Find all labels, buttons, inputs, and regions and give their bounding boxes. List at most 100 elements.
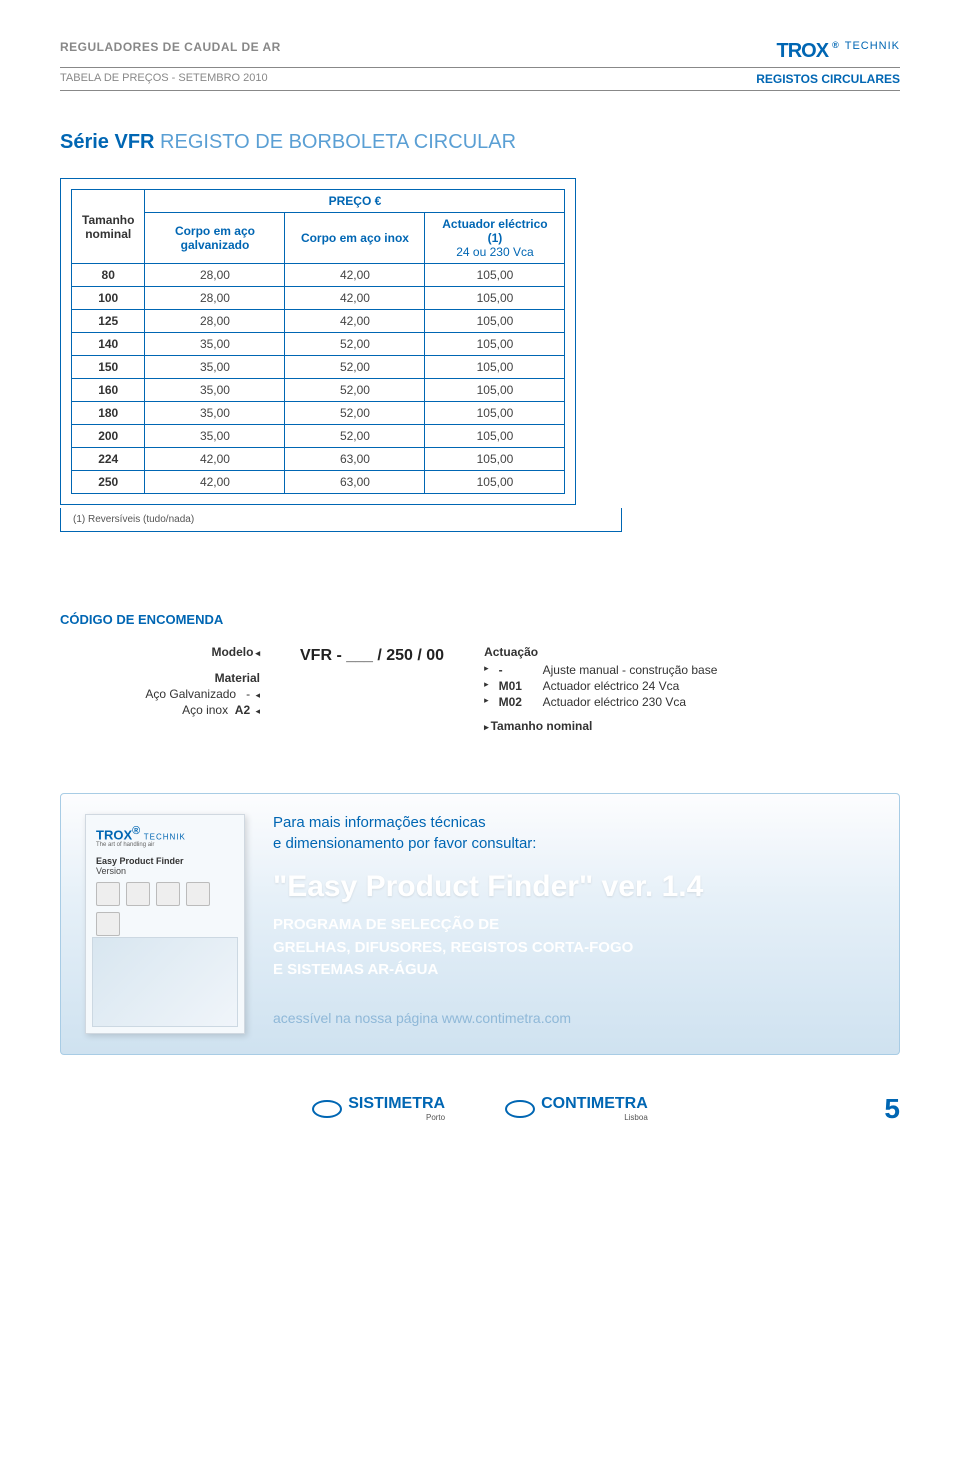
promo-card-brand: TROX® TECHNIK	[96, 825, 234, 842]
order-code-diagram: Modelo Material Aço Galvanizado - Aço in…	[60, 645, 900, 733]
cell-nominal: 125	[72, 310, 145, 333]
cell-actuator: 105,00	[425, 264, 565, 287]
cell-galv: 35,00	[145, 402, 285, 425]
table-row: 8028,0042,00105,00	[72, 264, 565, 287]
cell-inox: 42,00	[285, 310, 425, 333]
table-row: 18035,0052,00105,00	[72, 402, 565, 425]
material-galv: Aço Galvanizado -	[60, 687, 260, 701]
section-prefix: Série	[60, 131, 114, 153]
cell-nominal: 200	[72, 425, 145, 448]
page-number: 5	[884, 1093, 900, 1125]
col-inox: Corpo em aço inox	[285, 213, 425, 264]
table-footnote: (1) Reversíveis (tudo/nada)	[60, 508, 622, 532]
section-code: VFR	[114, 131, 154, 153]
promo-card-finder: Easy Product Finder	[96, 856, 234, 866]
cell-nominal: 224	[72, 448, 145, 471]
promo-intro-1: Para mais informações técnicas	[273, 814, 875, 831]
page-footer: SISTIMETRA Porto CONTIMETRA Lisboa 5	[60, 1085, 900, 1132]
col-galv: Corpo em aço galvanizado	[145, 213, 285, 264]
act-row-3: M02Actuador eléctrico 230 Vca	[484, 695, 804, 709]
price-table-wrap: Tamanho nominal PREÇO € Corpo em aço gal…	[60, 178, 576, 505]
cell-inox: 52,00	[285, 333, 425, 356]
swirl-icon	[312, 1100, 342, 1118]
footer-logo-2: CONTIMETRA Lisboa	[505, 1095, 648, 1122]
price-table: Tamanho nominal PREÇO € Corpo em aço gal…	[71, 189, 565, 494]
cell-nominal: 180	[72, 402, 145, 425]
cell-inox: 63,00	[285, 471, 425, 494]
cell-inox: 52,00	[285, 425, 425, 448]
cell-galv: 42,00	[145, 448, 285, 471]
promo-box: TROX® TECHNIK The art of handling air Ea…	[60, 793, 900, 1055]
col-actuator: Actuador eléctrico (1) 24 ou 230 Vca	[425, 213, 565, 264]
brand-registered: ®	[832, 40, 839, 50]
order-code-title: CÓDIGO DE ENCOMENDA	[60, 612, 900, 627]
page-header: REGULADORES DE CAUDAL DE AR TROX® TECHNI…	[60, 40, 900, 68]
promo-intro-2: e dimensionamento por favor consultar:	[273, 835, 875, 852]
cell-actuator: 105,00	[425, 402, 565, 425]
promo-sub: PROGRAMA DE SELECÇÃO DE GRELHAS, DIFUSOR…	[273, 914, 875, 982]
swirl-icon	[505, 1100, 535, 1118]
promo-link: acessível na nossa página www.contimetra…	[273, 1010, 875, 1026]
cell-nominal: 150	[72, 356, 145, 379]
col-nominal: Tamanho nominal	[72, 190, 145, 264]
cell-nominal: 160	[72, 379, 145, 402]
cell-galv: 35,00	[145, 356, 285, 379]
promo-card-version: Version	[96, 866, 234, 876]
cell-nominal: 140	[72, 333, 145, 356]
cell-actuator: 105,00	[425, 425, 565, 448]
table-row: 25042,0063,00105,00	[72, 471, 565, 494]
product-icon	[126, 882, 150, 906]
cell-galv: 35,00	[145, 425, 285, 448]
cell-inox: 52,00	[285, 379, 425, 402]
col-group: PREÇO €	[145, 190, 565, 213]
cell-inox: 42,00	[285, 287, 425, 310]
promo-card-art: The art of handling air	[96, 842, 234, 848]
order-center-code: VFR - ___ / 250 / 00	[300, 645, 444, 665]
brand-main: TROX	[777, 40, 829, 63]
footer-logo-1: SISTIMETRA Porto	[312, 1095, 445, 1122]
table-row: 20035,0052,00105,00	[72, 425, 565, 448]
material-inox: Aço inox A2	[60, 703, 260, 717]
cell-actuator: 105,00	[425, 471, 565, 494]
cell-nominal: 80	[72, 264, 145, 287]
product-icon	[156, 882, 180, 906]
table-row: 10028,0042,00105,00	[72, 287, 565, 310]
section-suffix: REGISTO DE BORBOLETA CIRCULAR	[154, 131, 516, 153]
table-row: 14035,0052,00105,00	[72, 333, 565, 356]
cell-galv: 28,00	[145, 264, 285, 287]
cell-galv: 35,00	[145, 379, 285, 402]
promo-title: "Easy Product Finder" ver. 1.4	[273, 870, 875, 904]
order-left: Modelo Material Aço Galvanizado - Aço in…	[60, 645, 260, 719]
cell-inox: 52,00	[285, 356, 425, 379]
promo-card-image: TROX® TECHNIK The art of handling air Ea…	[85, 814, 245, 1034]
act-row-1: -Ajuste manual - construção base	[484, 663, 804, 677]
product-icon	[186, 882, 210, 906]
cell-nominal: 250	[72, 471, 145, 494]
cell-galv: 28,00	[145, 287, 285, 310]
subheader-left: TABELA DE PREÇOS - SETEMBRO 2010	[60, 72, 268, 86]
product-icon	[96, 912, 120, 936]
cell-inox: 42,00	[285, 264, 425, 287]
page-subheader: TABELA DE PREÇOS - SETEMBRO 2010 REGISTO…	[60, 72, 900, 91]
order-right: Actuação -Ajuste manual - construção bas…	[484, 645, 804, 733]
cell-inox: 52,00	[285, 402, 425, 425]
table-row: 15035,0052,00105,00	[72, 356, 565, 379]
table-row: 12528,0042,00105,00	[72, 310, 565, 333]
label-actuacao: Actuação	[484, 645, 804, 659]
cell-galv: 42,00	[145, 471, 285, 494]
subheader-right: REGISTOS CIRCULARES	[756, 72, 900, 86]
cell-actuator: 105,00	[425, 287, 565, 310]
brand-sub: TECHNIK	[845, 40, 900, 52]
label-material: Material	[60, 671, 260, 685]
cell-galv: 35,00	[145, 333, 285, 356]
header-brand: TROX® TECHNIK	[777, 40, 900, 63]
label-modelo: Modelo	[60, 645, 260, 659]
label-tamanho: Tamanho nominal	[484, 719, 804, 733]
cell-actuator: 105,00	[425, 333, 565, 356]
table-row: 22442,0063,00105,00	[72, 448, 565, 471]
cell-actuator: 105,00	[425, 310, 565, 333]
cell-actuator: 105,00	[425, 448, 565, 471]
promo-card-art-image	[92, 937, 238, 1027]
table-row: 16035,0052,00105,00	[72, 379, 565, 402]
promo-card-icons	[96, 882, 234, 936]
